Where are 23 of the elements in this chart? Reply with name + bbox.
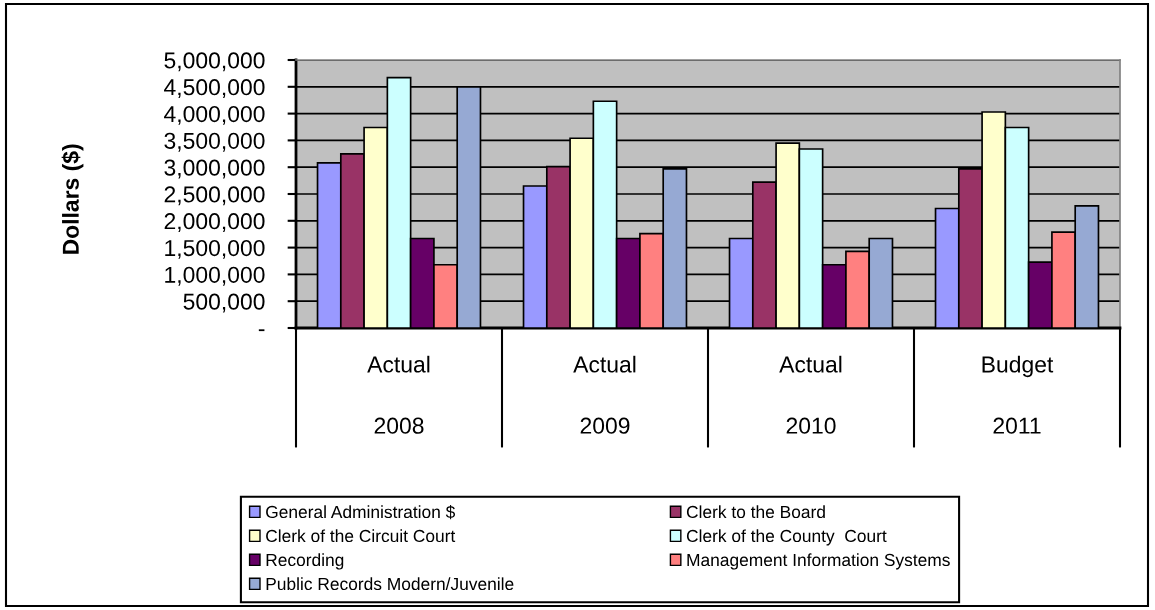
y-axis-title: Dollars ($)	[61, 144, 84, 254]
y-tick-label: 4,000,000	[164, 105, 265, 125]
legend-label: Clerk to the Board	[686, 505, 825, 519]
y-tick-label: 5,000,000	[164, 52, 265, 72]
legend-label: Public Records Modern/Juvenile	[266, 577, 514, 591]
legend-label: Recording	[266, 553, 344, 570]
y-tick-label: 4,500,000	[164, 79, 265, 99]
y-tick-label: 2,500,000	[164, 186, 265, 206]
category-label: Actual 2010	[779, 355, 842, 434]
category-label: Actual 2009	[573, 355, 636, 434]
y-tick-label: 500,000	[183, 293, 265, 313]
y-tick-label: 1,500,000	[165, 239, 265, 259]
y-tick-label: 3,500,000	[164, 132, 265, 152]
legend-label: General Administration $	[266, 505, 456, 520]
legend-label: Management Information Systems	[687, 553, 950, 570]
category-label: Actual 2008	[367, 355, 430, 434]
legend-label: Clerk of the County Court	[686, 529, 887, 546]
y-tick-label: 1,000,000	[165, 266, 265, 286]
y-tick-label: 3,000,000	[164, 159, 265, 179]
category-label: Budget 2011	[982, 355, 1054, 434]
y-tick-label: -	[258, 329, 265, 332]
y-tick-label: 2,000,000	[164, 213, 265, 233]
legend-label: Clerk of the Circuit Court	[266, 529, 456, 543]
